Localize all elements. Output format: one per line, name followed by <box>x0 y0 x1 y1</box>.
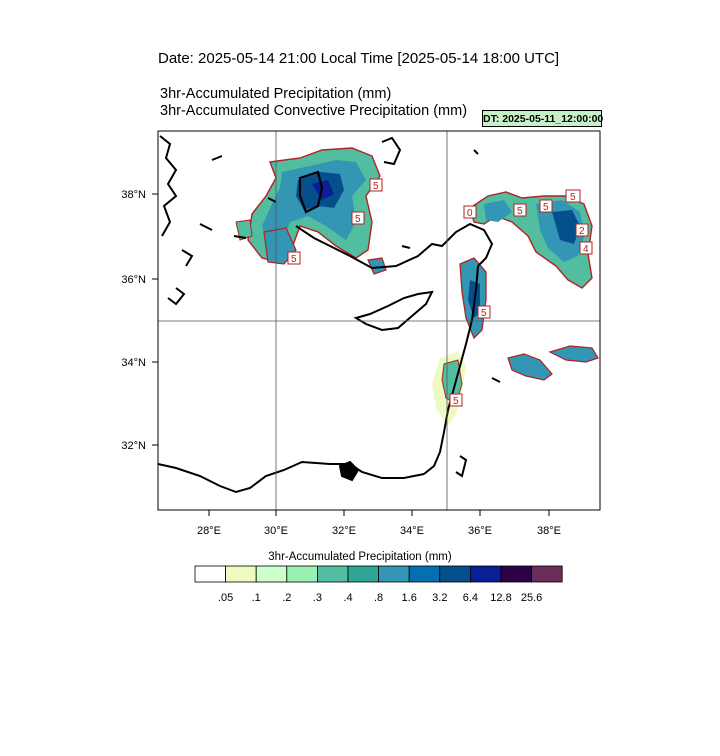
lat-tick-label: 36°N <box>121 274 146 286</box>
lat-tick-label: 34°N <box>121 357 146 369</box>
contour-label: 0 <box>467 208 473 219</box>
colorbar-label: 12.8 <box>490 592 511 604</box>
contour-label: 5 <box>453 396 459 407</box>
colorbar-label: .1 <box>252 592 261 604</box>
colorbar-label: .2 <box>282 592 291 604</box>
colorbar-swatch <box>194 565 227 583</box>
contour-label: 5 <box>517 206 523 217</box>
colorbar-labels: .05 .1 .2 .3 .4 .8 1.6 3.2 6.4 12.8 25.6 <box>218 592 542 604</box>
contour-label: 5 <box>373 181 379 192</box>
contour-label: 5 <box>355 214 361 225</box>
contour-label: 5 <box>543 202 549 213</box>
colorbar-swatch <box>255 565 288 583</box>
colorbar-swatch <box>469 565 502 583</box>
lat-axis: 32°N 34°N 36°N 38°N <box>121 189 158 452</box>
lon-tick-label: 36°E <box>468 525 492 537</box>
lon-tick-label: 38°E <box>537 525 561 537</box>
lon-tick-label: 34°E <box>400 525 424 537</box>
colorbar-swatch <box>347 565 380 583</box>
contour-label: 5 <box>481 308 487 319</box>
colorbar-label: 3.2 <box>432 592 447 604</box>
colorbar-label: .4 <box>343 592 352 604</box>
contour-label: 5 <box>291 254 297 265</box>
colorbar-swatch <box>408 565 441 583</box>
date-line: Date: 2025-05-14 21:00 Local Time [2025-… <box>158 50 560 67</box>
lon-tick-label: 32°E <box>332 525 356 537</box>
contour-label: 5 <box>570 192 576 203</box>
contour-label: 4 <box>583 244 589 255</box>
map-content: 5 5 5 0 5 5 5 2 4 5 5 <box>158 131 600 510</box>
colorbar-swatch <box>316 565 349 583</box>
lat-tick-label: 38°N <box>121 189 146 201</box>
dt-badge: DT: 2025-05-11_12:00:00 <box>482 110 603 127</box>
colorbar-label: 6.4 <box>463 592 478 604</box>
precip-west-turkey <box>235 147 387 275</box>
title-precipitation: 3hr-Accumulated Precipitation (mm) <box>160 86 392 102</box>
colorbar-label: 1.6 <box>402 592 417 604</box>
lon-tick-label: 30°E <box>264 525 288 537</box>
colorbar-swatch <box>500 565 533 583</box>
coastlines <box>158 135 501 494</box>
map-frame <box>157 130 601 511</box>
title-convective-precipitation: 3hr-Accumulated Convective Precipitation… <box>160 103 468 119</box>
colorbar-swatch <box>286 565 318 583</box>
lon-axis: 28°E 30°E 32°E 34°E 36°E 38°E <box>197 510 561 537</box>
contour-label: 2 <box>579 226 585 237</box>
colorbar-swatch <box>225 565 257 583</box>
colorbar-title: 3hr-Accumulated Precipitation (mm) <box>268 551 452 563</box>
colorbar-label: .3 <box>313 592 322 604</box>
lon-tick-label: 28°E <box>197 525 221 537</box>
colorbar-swatch <box>439 565 471 583</box>
gridlines <box>158 131 600 510</box>
colorbar-label: .05 <box>218 592 233 604</box>
colorbar-label: 25.6 <box>521 592 542 604</box>
colorbar-label: .8 <box>374 592 383 604</box>
colorbar-swatch <box>531 565 563 583</box>
colorbar-boxes <box>194 565 563 583</box>
contour-labels: 5 5 5 0 5 5 5 2 4 5 5 <box>287 178 593 407</box>
lat-tick-label: 32°N <box>121 440 146 452</box>
colorbar-swatch <box>378 565 410 583</box>
